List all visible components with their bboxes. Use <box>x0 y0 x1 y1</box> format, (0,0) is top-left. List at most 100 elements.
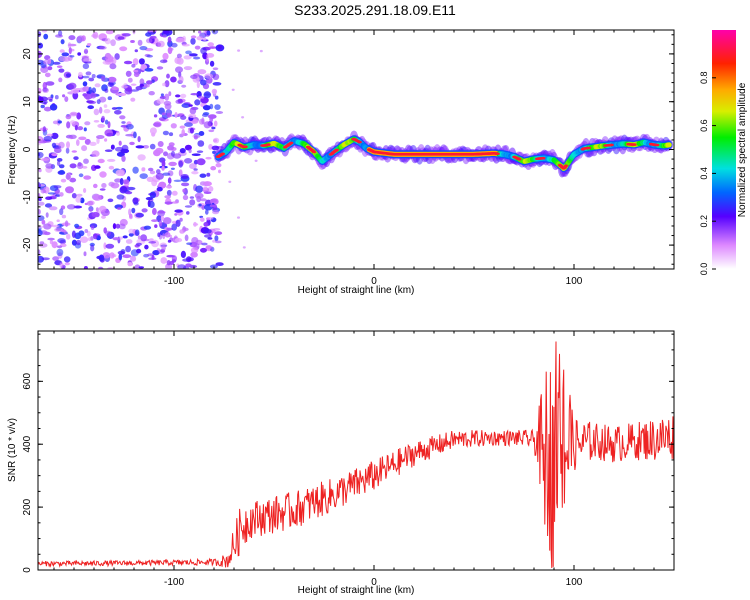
noise-blob <box>139 78 145 85</box>
noise-blob <box>131 207 136 214</box>
noise-blob <box>110 144 115 150</box>
noise-blob <box>65 73 71 78</box>
noise-blob <box>196 81 200 89</box>
noise-blob <box>212 73 220 81</box>
noise-blob <box>242 246 246 249</box>
noise-blob <box>91 150 100 157</box>
noise-blob <box>65 186 74 194</box>
noise-blob <box>149 170 156 175</box>
noise-blob <box>145 197 153 201</box>
noise-blob <box>195 185 204 193</box>
noise-blob <box>186 211 190 215</box>
y-tick-label: 0 <box>22 567 33 573</box>
noise-blob <box>201 205 205 210</box>
noise-blob <box>94 83 101 88</box>
noise-blob <box>183 55 192 60</box>
noise-blob <box>64 262 71 266</box>
noise-blob <box>117 92 127 97</box>
noise-blob <box>207 42 214 47</box>
noise-blob <box>167 36 172 44</box>
noise-blob <box>59 56 68 62</box>
noise-blob <box>43 231 51 236</box>
noise-blob <box>190 74 198 80</box>
noise-blob <box>200 217 205 222</box>
noise-blob <box>149 127 157 135</box>
noise-blob <box>119 46 128 52</box>
noise-blob <box>97 266 104 269</box>
noise-blob <box>123 60 133 65</box>
noise-blob <box>148 192 156 196</box>
noise-blob <box>116 194 125 200</box>
noise-blob <box>170 167 175 170</box>
noise-blob <box>149 143 156 150</box>
noise-blob <box>179 148 186 154</box>
noise-blob <box>101 215 106 219</box>
noise-blob <box>69 134 77 139</box>
noise-blob <box>168 161 177 167</box>
noise-blob <box>160 215 165 221</box>
noise-blob <box>140 234 148 242</box>
noise-blob <box>162 217 172 225</box>
noise-blob <box>116 131 120 136</box>
noise-blob <box>128 228 135 234</box>
noise-blob <box>153 149 161 157</box>
noise-blob <box>204 73 214 79</box>
noise-blob <box>203 191 212 194</box>
noise-blob <box>114 53 120 60</box>
noise-blob <box>118 140 122 146</box>
noise-blob <box>141 208 148 213</box>
noise-blob <box>183 66 193 71</box>
noise-blob <box>43 106 52 112</box>
noise-blob <box>137 39 143 46</box>
noise-blob <box>138 266 144 269</box>
noise-blob <box>119 115 126 120</box>
snr-x-axis: -100 0 100 <box>53 331 675 588</box>
noise-blob <box>172 153 182 159</box>
noise-blob <box>142 145 149 149</box>
noise-blob <box>51 132 59 140</box>
noise-blob <box>171 42 178 48</box>
noise-blob <box>83 188 87 193</box>
noise-blob <box>45 163 54 169</box>
noise-blob <box>83 266 88 269</box>
noise-blob <box>83 48 89 55</box>
noise-blob <box>182 188 186 193</box>
noise-blob <box>215 111 224 114</box>
noise-blob <box>115 169 125 177</box>
noise-blob <box>105 30 114 35</box>
noise-blobs <box>38 30 263 269</box>
noise-blob <box>49 103 58 111</box>
noise-blob <box>211 145 220 151</box>
noise-blob <box>81 145 88 152</box>
noise-blob <box>65 114 72 120</box>
noise-blob <box>60 39 65 45</box>
noise-blob <box>203 186 208 191</box>
noise-blob <box>184 158 193 164</box>
track-peak <box>357 140 362 144</box>
noise-blob <box>212 82 222 86</box>
noise-blob <box>96 135 105 139</box>
noise-blob <box>143 225 152 230</box>
noise-blob <box>83 93 93 100</box>
noise-blob <box>46 133 53 137</box>
noise-blob <box>83 158 89 164</box>
noise-blob <box>202 113 209 118</box>
noise-blob <box>162 82 166 87</box>
noise-blob <box>166 228 170 232</box>
noise-blob <box>56 65 63 68</box>
noise-blob <box>118 236 123 240</box>
noise-blob <box>68 47 72 55</box>
track-peak <box>220 152 225 156</box>
noise-blob <box>51 224 60 228</box>
x-tick-label: 0 <box>371 577 377 588</box>
noise-blob <box>58 68 65 73</box>
noise-blob <box>38 31 42 37</box>
noise-blob <box>61 52 70 57</box>
noise-blob <box>58 141 65 149</box>
noise-blob <box>155 172 164 180</box>
noise-blob <box>259 49 263 53</box>
y-tick-label: 200 <box>22 498 33 515</box>
noise-blob <box>146 54 153 58</box>
noise-blob <box>52 61 61 65</box>
